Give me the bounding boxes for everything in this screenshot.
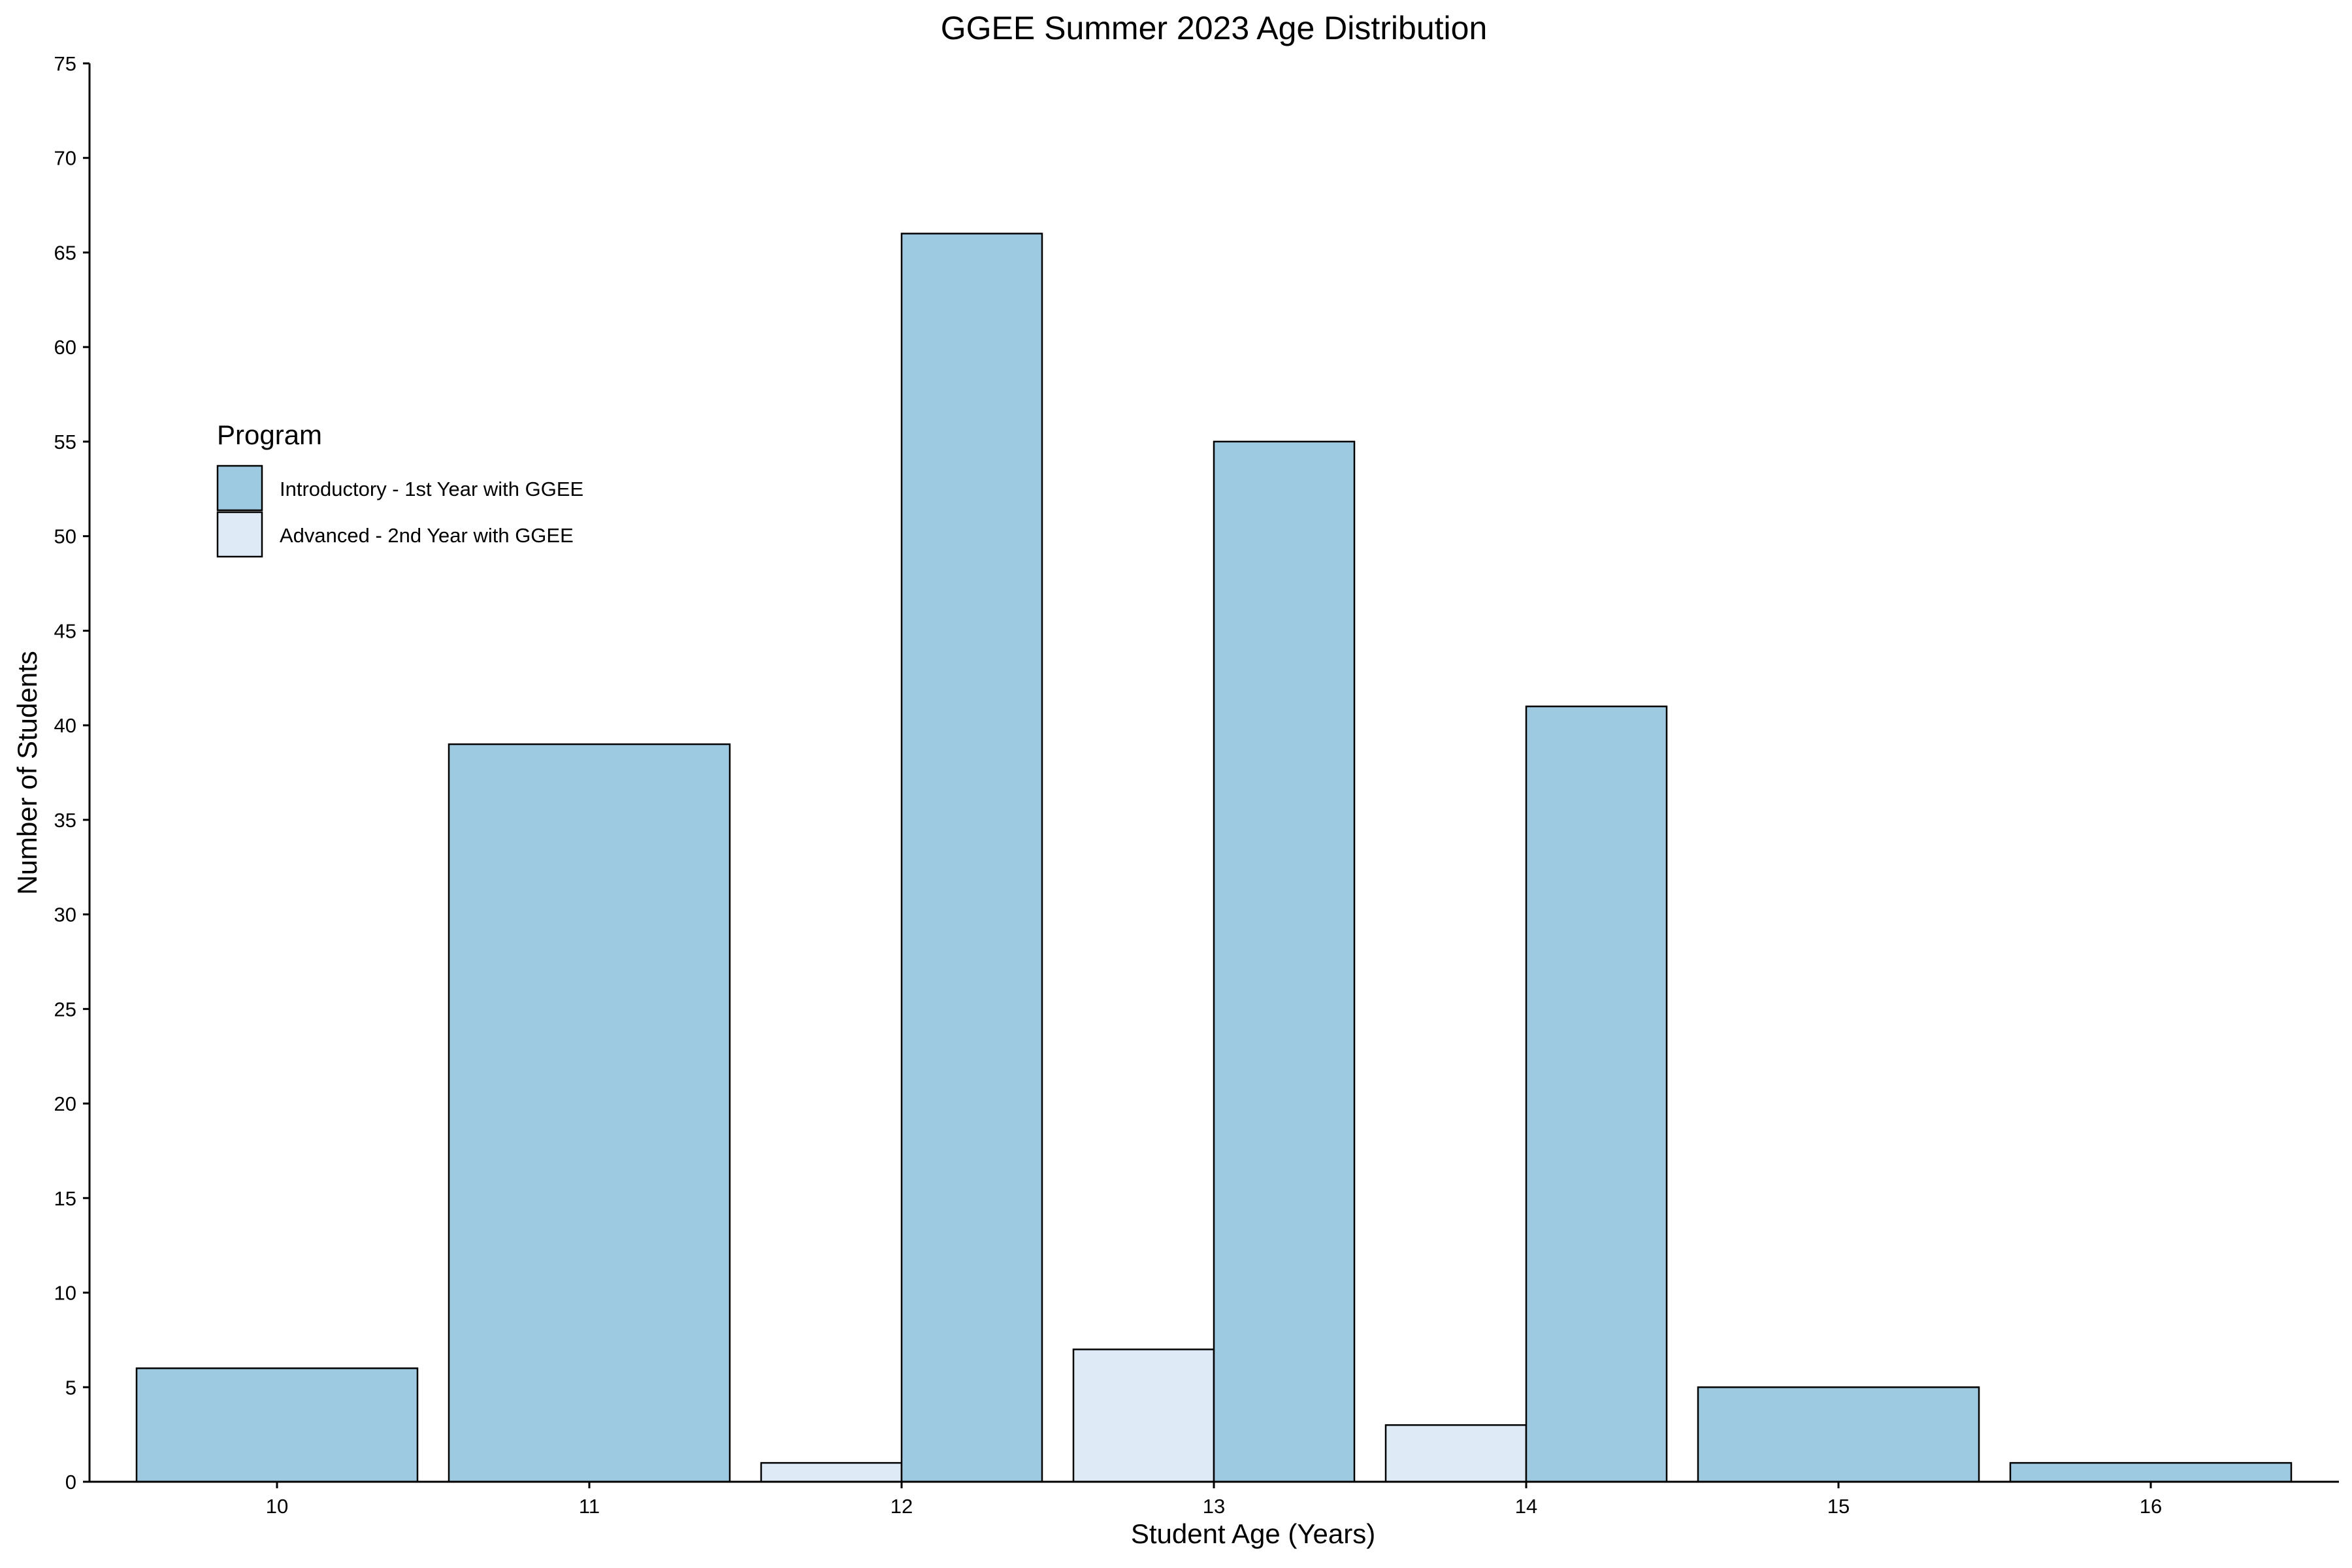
- x-tick-label-10: 10: [266, 1495, 288, 1518]
- y-tick-label-10: 10: [54, 1282, 76, 1305]
- y-tick-label-50: 50: [54, 525, 76, 548]
- y-tick-label-65: 65: [54, 241, 76, 264]
- chart-title: GGEE Summer 2023 Age Distribution: [941, 10, 1488, 46]
- x-tick-label-15: 15: [1827, 1495, 1850, 1518]
- x-tick-label-14: 14: [1515, 1495, 1537, 1518]
- y-tick-label-55: 55: [54, 431, 76, 453]
- y-tick-label-45: 45: [54, 619, 76, 642]
- y-axis-title: Number of Students: [12, 651, 42, 895]
- y-ticks-group: 0 5 10 15 20 25 30 35 40 45 50 55 60 65 70 75: [54, 52, 90, 1494]
- y-tick-label-15: 15: [54, 1187, 76, 1210]
- legend-label-introductory: Introductory - 1st Year with GGEE: [280, 478, 583, 500]
- y-tick-label-75: 75: [54, 52, 76, 75]
- y-tick-label-20: 20: [54, 1092, 76, 1115]
- legend-title: Program: [217, 419, 322, 450]
- bar-introductory-15: [1697, 1386, 1980, 1483]
- x-tick-label-16: 16: [2140, 1495, 2162, 1518]
- bar-introductory-13: [1213, 440, 1356, 1483]
- y-tick-label-5: 5: [65, 1376, 76, 1399]
- bar-introductory-14: [1525, 705, 1668, 1483]
- x-ticks-group: 10 11 12 13 14 15 16: [266, 1482, 2162, 1518]
- bar-introductory-16: [2009, 1462, 2293, 1483]
- bar-introductory-11: [448, 743, 731, 1483]
- bar-advanced-14: [1384, 1424, 1527, 1483]
- bars-group: [135, 233, 2293, 1483]
- y-tick-label-0: 0: [65, 1471, 76, 1494]
- legend-swatch-advanced: [216, 511, 263, 558]
- y-tick-label-30: 30: [54, 904, 76, 926]
- bar-advanced-13: [1072, 1348, 1215, 1483]
- bar-advanced-12: [760, 1462, 903, 1483]
- x-tick-label-13: 13: [1203, 1495, 1225, 1518]
- y-tick-label-25: 25: [54, 998, 76, 1021]
- x-tick-label-11: 11: [579, 1495, 600, 1518]
- y-tick-label-35: 35: [54, 809, 76, 832]
- y-tick-label-70: 70: [54, 147, 76, 170]
- bar-introductory-12: [900, 233, 1043, 1483]
- legend: Program Introductory - 1st Year with GGE…: [216, 419, 583, 558]
- y-tick-label-40: 40: [54, 714, 76, 737]
- legend-swatch-introductory: [216, 465, 263, 512]
- y-tick-label-60: 60: [54, 336, 76, 359]
- x-axis-title: Student Age (Years): [1131, 1518, 1375, 1549]
- legend-label-advanced: Advanced - 2nd Year with GGEE: [280, 524, 574, 547]
- x-tick-label-12: 12: [890, 1495, 913, 1518]
- bar-introductory-10: [135, 1367, 419, 1483]
